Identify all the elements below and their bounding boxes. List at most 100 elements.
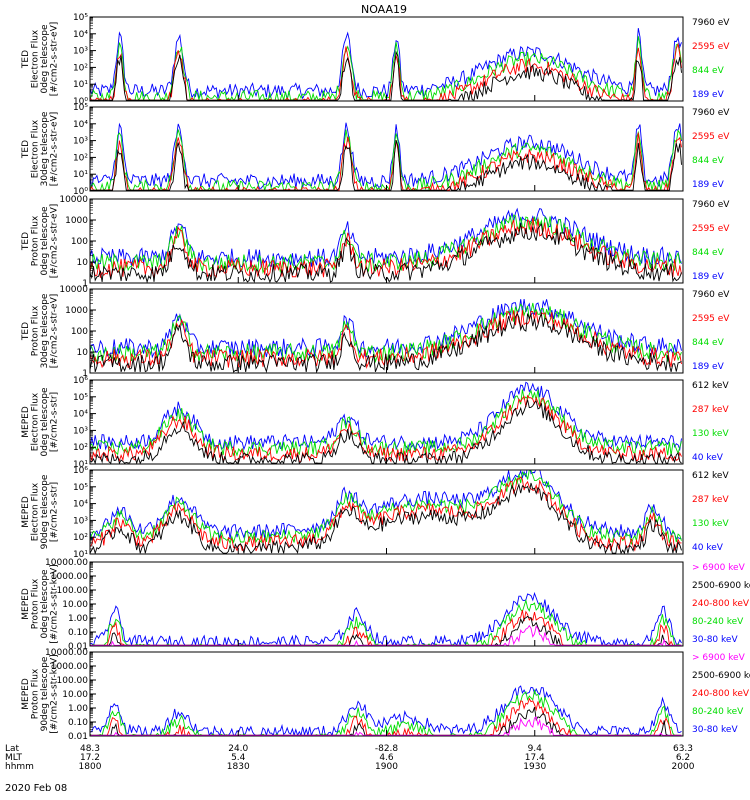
x-tick-label: -82.8 — [375, 744, 399, 754]
panel-2-ytick-label: 10⁵ — [73, 103, 88, 113]
panel-6-trace-2 — [90, 476, 682, 552]
x-tick-label: 2000 — [672, 762, 695, 772]
panel-7-ylabel: MEPEDProton Flux0deg telescope[#/cm2-s-s… — [21, 564, 60, 643]
panel-8-ytick-label: 1000.00 — [51, 662, 88, 672]
panel-3-ylabel-line: TED — [21, 232, 31, 251]
panel-5-ytick-label: 10⁴ — [73, 410, 88, 420]
panel-2-traces — [90, 122, 682, 191]
panel-5-traces — [90, 381, 682, 464]
panel-7-trace-5 — [90, 591, 682, 646]
panel-1-legend-4: 189 eV — [692, 90, 725, 100]
panel-7-traces — [90, 591, 682, 646]
panel-5-legend-4: 40 keV — [692, 453, 724, 463]
x-row-label-hhmm: hhmm — [5, 762, 34, 772]
panel-7-legend-1: > 6900 keV — [692, 563, 746, 573]
x-tick-label: 1900 — [375, 762, 398, 772]
panel-6-ytick-label: 10¹ — [73, 550, 88, 560]
panel-8-ylabel-line: 90deg telescope — [40, 656, 50, 731]
x-tick-label: 4.6 — [379, 753, 394, 763]
panel-5: 10¹ 10² 10³ 10⁴ 10⁵ 10⁶ MEPEDElectron Flux0deg… — [21, 376, 729, 470]
panel-3-trace-2 — [90, 217, 682, 280]
panel-3-traces — [90, 207, 682, 283]
panel-6-ylabel-line: 90deg telescope — [40, 474, 50, 549]
panel-7-ylabel-line: [#/cm2-s-str-keV] — [50, 564, 60, 643]
x-row-label-lat: Lat — [5, 744, 20, 754]
panel-4-ytick-label: 10 — [77, 348, 89, 358]
panel-8-legend-1: > 6900 keV — [692, 653, 746, 663]
panel-8-ytick-label: 0.01 — [68, 732, 88, 742]
panel-2-ylabel: TEDElectron Flux30deg telescope[#/cm2-s-… — [21, 111, 60, 186]
panel-4-ylabel: TEDProton Flux30deg telescope[#/cm2-s-st… — [21, 293, 60, 368]
panel-3-ytick-label: 100 — [71, 237, 88, 247]
panel-2-frame — [89, 106, 684, 192]
panel-8-ytick-label: 0.10 — [68, 718, 88, 728]
panel-3-legend-4: 189 eV — [692, 272, 725, 282]
panel-6-ytick-label: 10⁴ — [73, 500, 88, 510]
panel-7-ylabel-line: 0deg telescope — [40, 569, 50, 639]
panel-5-ylabel-line: Electron Flux — [31, 392, 41, 451]
panel-1-ylabel: TEDElectron Flux0deg telescope[#/cm2-s-s… — [21, 22, 60, 97]
panel-7: 0.010.101.0010.00100.001000.0010000.00ME… — [21, 558, 750, 652]
panel-2-legend-4: 189 eV — [692, 180, 725, 190]
panel-4-ytick-label: 1 — [82, 369, 88, 379]
x-tick-label: 24.0 — [228, 744, 248, 754]
panel-8-ylabel-line: MEPED — [21, 678, 31, 710]
panel-7-frame — [89, 561, 684, 647]
panel-2-legend-3: 844 eV — [692, 156, 725, 166]
panel-3-legend-3: 844 eV — [692, 248, 725, 258]
panel-2-ylabel-line: TED — [21, 140, 31, 159]
panel-1-trace-4 — [90, 28, 682, 101]
panel-7-ytick-label: 100.00 — [57, 586, 89, 596]
panel-4-ylabel-line: 30deg telescope — [40, 293, 50, 368]
panel-6-ylabel-line: MEPED — [21, 496, 31, 528]
panel-3-legend-1: 7960 eV — [692, 200, 730, 210]
panel-1-ylabel-line: 0deg telescope — [40, 24, 50, 94]
panel-6-ytick-label: 10³ — [73, 516, 88, 526]
panel-4-ytick-label: 10000 — [59, 285, 88, 295]
panel-4-trace-3 — [90, 302, 682, 364]
panel-1-ylabel-line: Electron Flux — [31, 29, 41, 88]
panel-2-ylabel-line: Electron Flux — [31, 119, 41, 178]
x-tick-label: 1930 — [523, 762, 546, 772]
panel-2-ytick-label: 10³ — [73, 137, 88, 147]
panel-7-trace-2 — [90, 615, 682, 646]
panel-8-legend-4: 80-240 keV — [692, 707, 744, 717]
panel-7-trace-3 — [90, 609, 682, 646]
panel-6-ylabel: MEPEDElectron Flux90deg telescope[#/cm2-… — [21, 474, 60, 549]
panel-1-ylabel-line: [#/cm2-s-str-eV] — [50, 22, 60, 97]
panel-8-ylabel-line: Proton Flux — [31, 668, 41, 719]
panel-5-ylabel-line: MEPED — [21, 406, 31, 438]
panel-6-legend-3: 130 keV — [692, 519, 729, 529]
panel-4-ylabel-line: [#/cm2-s-str-eV] — [50, 294, 60, 369]
panel-7-legend-3: 240-800 keV — [692, 599, 750, 609]
panel-8: 0.010.101.0010.00100.001000.0010000.00ME… — [21, 648, 750, 742]
panel-1-legend-3: 844 eV — [692, 66, 725, 76]
panel-1-trace-3 — [90, 36, 682, 101]
panel-1-legend-1: 7960 eV — [692, 18, 730, 28]
panel-1-traces — [90, 28, 682, 101]
panel-4-legend-2: 2595 eV — [692, 314, 730, 324]
panel-7-legend-5: 30-80 keV — [692, 635, 738, 645]
panel-2: 10⁰ 10¹ 10² 10³ 10⁴ 10⁵ TEDElectron Flux30deg … — [21, 103, 730, 197]
panel-5-ylabel: MEPEDElectron Flux0deg telescope[#/cm2-s… — [21, 387, 60, 457]
x-tick-label: 63.3 — [673, 744, 693, 754]
panel-3-trace-4 — [90, 207, 682, 268]
panel-5-trace-4 — [90, 381, 682, 452]
panel-1-legend-2: 2595 eV — [692, 42, 730, 52]
panel-2-ytick-label: 10² — [73, 153, 88, 163]
panel-1-ytick-label: 10¹ — [73, 80, 88, 90]
panel-5-ytick-label: 10¹ — [73, 460, 88, 470]
panel-5-ytick-label: 10² — [73, 443, 88, 453]
panel-8-trace-1 — [90, 716, 682, 736]
panel-2-ytick-label: 10¹ — [73, 170, 88, 180]
panel-2-ytick-label: 10⁴ — [73, 120, 88, 130]
panel-1: 10⁰ 10¹ 10² 10³ 10⁴ 10⁵ TEDElectron Flux0deg t… — [21, 13, 730, 107]
figure-title: NOAA19 — [361, 3, 407, 16]
panel-6-trace-1 — [90, 482, 682, 554]
panel-8-ylabel: MEPEDProton Flux90deg telescope[#/cm2-s-… — [21, 654, 60, 733]
panel-1-ytick-label: 10⁰ — [73, 97, 88, 107]
x-tick-label: 9.4 — [528, 744, 543, 754]
